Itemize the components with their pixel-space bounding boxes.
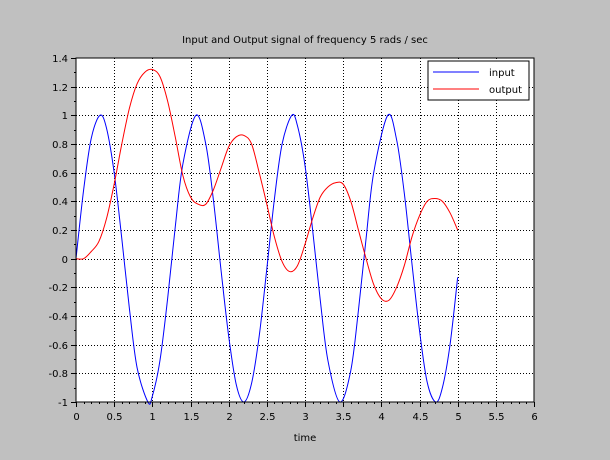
- x-tick-label: 0: [73, 412, 79, 423]
- grid: [76, 58, 534, 402]
- x-tick-label: 1: [149, 412, 155, 423]
- y-tick-label: -0.6: [48, 341, 68, 352]
- y-tick-label: 1.4: [52, 54, 68, 65]
- x-tick-label: 3: [302, 412, 308, 423]
- y-tick-label: 0.8: [52, 140, 68, 151]
- legend: input output: [427, 60, 530, 101]
- y-tick-label: 0: [62, 255, 68, 266]
- x-tick-label: 6: [531, 412, 537, 423]
- x-tick-label: 2.5: [260, 412, 276, 423]
- x-tick-label: 0.5: [107, 412, 123, 423]
- y-tick-label: 1: [62, 111, 68, 122]
- x-tick-label: 4: [378, 412, 384, 423]
- series-line-input: [75, 113, 459, 405]
- x-tick-label: 1.5: [184, 412, 200, 423]
- x-tick-label: 5.5: [489, 412, 505, 423]
- y-tick-label: 0.2: [52, 226, 68, 237]
- axes: 0 0.5 1 1.5 2 2.5 3 3.5 4 4.5 5 5.5 6 -1 -0.8 -0.6 -0.4 -…: [48, 54, 537, 423]
- y-tick-label: 0.6: [52, 169, 68, 180]
- x-tick-label: 4.5: [413, 412, 429, 423]
- series-group: [75, 68, 459, 405]
- legend-label-input: input: [489, 68, 515, 79]
- y-tick-label: 1.2: [52, 83, 68, 94]
- legend-label-output: output: [489, 85, 522, 96]
- chart-title: Input and Output signal of frequency 5 r…: [182, 35, 428, 46]
- x-tick-label: 3.5: [336, 412, 352, 423]
- series-line-output: [75, 68, 459, 302]
- plot-frame: [75, 57, 535, 403]
- legend-box: [427, 60, 530, 101]
- y-tick-label: -0.4: [48, 312, 68, 323]
- x-axis-label: time: [294, 433, 317, 444]
- x-tick-label: 5: [455, 412, 461, 423]
- y-tick-label: -1: [58, 398, 68, 409]
- y-tick-label: -0.2: [48, 283, 68, 294]
- x-tick-label: 2: [226, 412, 232, 423]
- y-tick-label: -0.8: [48, 369, 68, 380]
- y-tick-label: 0.4: [52, 197, 68, 208]
